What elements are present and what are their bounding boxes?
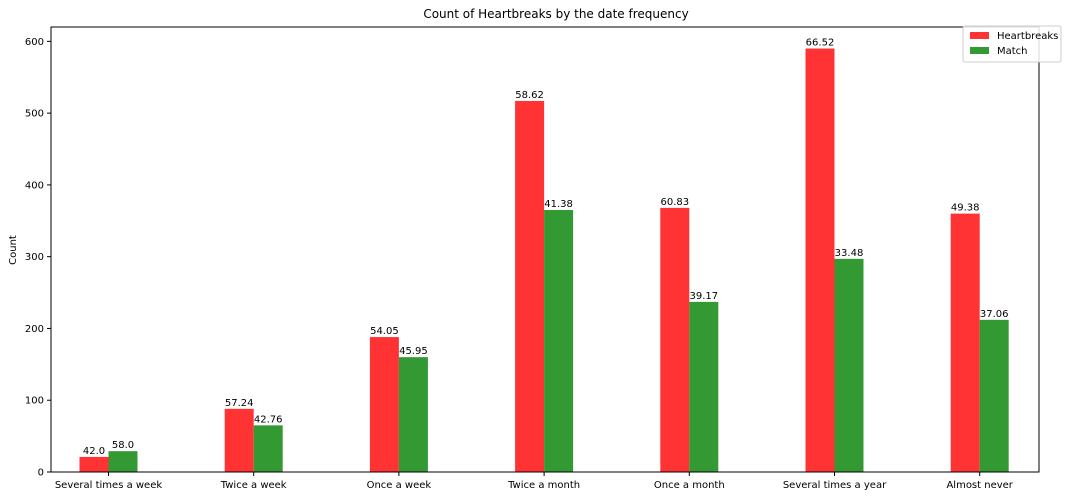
bar-match (108, 451, 138, 472)
bar-heartbreaks (950, 213, 980, 472)
x-tick-label: Twice a month (507, 480, 580, 491)
bar-heartbreaks (224, 408, 254, 472)
y-tick-label: 300 (25, 252, 44, 263)
x-tick-label: Several times a year (783, 480, 887, 491)
bar-match (689, 301, 719, 472)
bar-match (398, 357, 428, 472)
bar-value-label: 42.0 (83, 446, 105, 457)
y-axis-label: Count (8, 235, 19, 265)
x-tick-label: Almost never (946, 480, 1013, 491)
bar-heartbreaks (805, 48, 835, 472)
bar-value-label: 45.95 (399, 346, 428, 357)
legend-swatch (970, 47, 989, 54)
y-tick-label: 100 (25, 396, 44, 407)
bar-value-label: 57.24 (225, 398, 254, 409)
bar-value-label: 39.17 (689, 291, 718, 302)
bar-value-label: 42.76 (254, 414, 283, 425)
plot-frame (50, 26, 1040, 473)
legend-label: Heartbreaks (997, 31, 1058, 42)
y-tick-label: 200 (25, 324, 44, 335)
x-tick-label: Twice a week (220, 480, 287, 491)
y-tick-label: 0 (38, 468, 44, 479)
x-tick-label: Once a month (654, 480, 725, 491)
bar-value-label: 58.0 (112, 440, 134, 451)
bar-heartbreaks (369, 337, 399, 472)
bar-value-label: 60.83 (660, 197, 689, 208)
bar-heartbreaks (79, 456, 109, 472)
legend-label: Match (997, 46, 1028, 57)
bar-value-label: 58.62 (515, 90, 544, 101)
y-tick-label: 400 (25, 180, 44, 191)
legend: Heartbreaks Match (962, 25, 1062, 63)
bar-value-label: 33.48 (835, 248, 864, 259)
x-tick-label: Once a week (367, 480, 432, 491)
bar-match (544, 210, 574, 472)
bar-value-label: 54.05 (370, 326, 399, 337)
y-tick-label: 600 (25, 37, 44, 48)
bar-heartbreaks (660, 207, 690, 472)
bar-value-label: 37.06 (980, 309, 1009, 320)
bar-value-label: 49.38 (951, 203, 980, 214)
bar-value-label: 66.52 (806, 38, 835, 49)
plot-area: 0 100 200 300 400 500 600 42.0 58.0 Several times… (25, 37, 1014, 491)
y-tick-label: 500 (25, 109, 44, 120)
bar-heartbreaks (515, 100, 545, 472)
bar-match (834, 258, 864, 472)
bar-value-label: 41.38 (544, 199, 573, 210)
x-tick-label: Several times a week (55, 480, 163, 491)
chart-title: Count of Heartbreaks by the date frequen… (423, 7, 688, 21)
bar-match (979, 319, 1009, 472)
legend-swatch (970, 32, 989, 39)
bar-match (253, 425, 283, 472)
